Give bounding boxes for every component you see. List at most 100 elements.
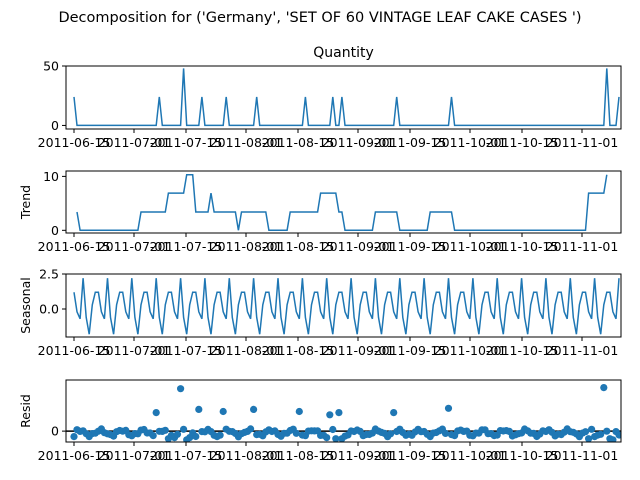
resid-point [180,425,188,433]
x-tick-label: 2011-10-01 [434,448,507,463]
x-tick-label: 2011-08-01 [210,448,283,463]
resid-point [588,425,596,433]
x-tick-label: 2011-07-15 [150,448,223,463]
x-tick-label: 2011-08-01 [210,343,283,358]
y-tick-label: 2.5 [39,267,59,282]
y-tick-label: 0.0 [39,302,59,317]
panels: Quantity0502011-06-152011-07-012011-07-1… [18,45,622,463]
x-tick-label: 2011-10-15 [486,239,559,254]
x-tick-label: 2011-09-01 [322,343,395,358]
x-tick-label: 2011-08-15 [262,448,335,463]
y-axis-label: Seasonal [18,277,33,334]
resid-point [444,404,453,412]
panel-1: Trend0102011-06-152011-07-012011-07-1520… [18,169,622,254]
x-tick-label: 2011-09-01 [322,135,395,150]
resid-point [441,429,450,437]
y-axis-label: Resid [18,394,33,428]
axes-frame [65,379,622,443]
x-tick-label: 2011-11-01 [546,239,619,254]
y-axis-label: Trend [18,185,33,220]
resid-point [161,426,169,434]
x-tick-label: 2011-10-01 [434,135,507,150]
resid-point [192,432,200,441]
resid-point [585,435,593,442]
x-tick-label: 2011-10-15 [486,135,559,150]
resid-point [600,384,608,392]
resid-point [332,435,340,442]
panel-2: Seasonal 0.02.52011-06-152011-07-012011-0… [18,267,622,358]
resid-point [173,430,182,438]
x-tick-label: 2011-11-01 [546,135,619,150]
resid-point [323,434,331,442]
resid-point [152,409,160,417]
x-tick-label: 2011-09-01 [322,448,395,463]
x-tick-label: 2011-07-01 [98,239,171,254]
x-tick-label: 2011-07-15 [150,343,223,358]
panel-3: Resid02011-06-152011-07-012011-07-152011… [18,379,622,463]
panel-0: Quantity 0 50 2011-06-152011-07-012011-07-1… [38,45,622,150]
resid-point [216,431,224,439]
plot-area [66,384,621,442]
x-tick-label: 2011-08-15 [262,239,335,254]
x-tick-label: 2011-07-01 [98,135,171,150]
resid-point [292,429,300,437]
x-tick-label: 2011-06-15 [38,239,111,254]
x-tick-label: 2011-08-01 [210,239,283,254]
x-tick-label: 2011-10-15 [486,448,559,463]
x-tick-label: 2011-10-01 [434,343,507,358]
resid-point [195,405,203,413]
y-tick-label: 0 [51,223,59,238]
resid-point [390,409,398,417]
y-tick-label: 0 [51,118,59,133]
x-tick-label: 2011-06-15 [38,343,111,358]
resid-point [603,427,611,435]
figure-suptitle: Decomposition for ('Germany', 'SET OF 60… [58,10,581,26]
y-tick-label: 50 [43,59,59,74]
y-tick-label: 10 [43,169,59,184]
x-tick-label: 2011-08-15 [262,135,335,150]
x-tick-label: 2011-09-15 [374,135,447,150]
plot-area [76,174,608,232]
x-tick-label: 2011-11-01 [546,343,619,358]
resid-point [335,409,343,417]
x-tick-label: 2011-09-15 [374,239,447,254]
x-tick-label: 2011-06-15 [38,448,111,463]
seasonal-line [73,278,620,335]
trend-line [76,174,608,232]
x-tick-label: 2011-09-01 [322,239,395,254]
x-tick-label: 2011-10-15 [486,343,559,358]
x-tick-label: 2011-07-01 [98,343,171,358]
resid-point [219,407,227,416]
x-tick-label: 2011-10-01 [434,239,507,254]
resid-point [597,430,605,438]
resid-point [609,436,617,442]
x-tick-label: 2011-09-15 [374,343,447,358]
axes-frame [65,273,622,338]
resid-point [387,430,395,438]
resid-point [149,432,157,440]
x-tick-label: 2011-06-15 [38,135,111,150]
resid-point [329,425,337,434]
axes-frame [65,65,622,130]
x-tick-label: 2011-11-01 [546,448,619,463]
panel-title: Quantity [313,45,374,61]
plot-area [73,68,620,127]
resid-point [581,428,590,436]
resid-point [615,431,621,439]
x-tick-label: 2011-07-01 [98,448,171,463]
x-tick-label: 2011-08-15 [262,343,335,358]
resid-point [250,405,258,413]
x-tick-label: 2011-07-15 [150,239,223,254]
plot-area [73,278,620,335]
resid-point [177,385,185,393]
resid-point [295,407,303,416]
resid-point [70,433,78,441]
x-tick-label: 2011-08-01 [210,135,283,150]
y-tick-label: 0 [51,424,59,439]
x-tick-label: 2011-09-15 [374,448,447,463]
resid-point [326,411,334,419]
resid-point [247,425,255,433]
axes-frame [65,170,622,234]
x-tick-label: 2011-07-15 [150,135,223,150]
